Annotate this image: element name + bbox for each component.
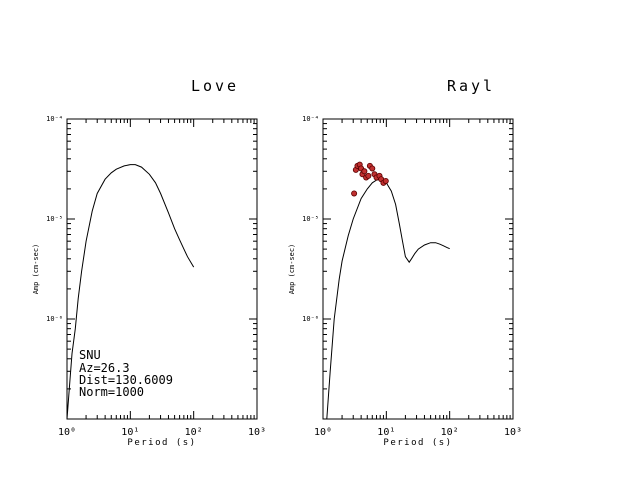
norm-label: Norm=1000	[79, 385, 144, 399]
x-tick-label: 10⁰	[58, 427, 76, 438]
observation-point	[365, 172, 372, 179]
love-amplitude-curve-group	[66, 164, 195, 420]
amplitude-curve	[326, 178, 450, 420]
x-tick-label: 10¹	[377, 427, 395, 438]
love-panel: Love 10⁰ 10¹ 10² 10³ 10⁻⁴ 10⁻⁵ 10⁻⁶ Period (s) A…	[32, 77, 266, 448]
amplitude-curve	[66, 164, 195, 420]
station-code-label: SNU	[79, 348, 101, 362]
love-axes: 10⁰ 10¹ 10² 10³ 10⁻⁴ 10⁻⁵ 10⁻⁶ Period (s) Amp (c…	[32, 115, 266, 448]
x-axis-label: Period (s)	[127, 438, 196, 448]
y-tick-label: 10⁻⁴	[46, 115, 63, 123]
rayl-panel-title: Rayl	[447, 77, 495, 95]
plot-frame	[66, 118, 258, 420]
rayl-observation-points	[351, 161, 389, 197]
y-tick-label: 10⁻⁴	[302, 115, 319, 123]
y-axis-label: Amp (cm-sec)	[288, 244, 296, 295]
observation-point	[369, 165, 376, 172]
y-tick-label: 10⁻⁶	[46, 315, 63, 323]
x-tick-label: 10¹	[121, 427, 139, 438]
rayl-amplitude-curve-group	[326, 178, 450, 420]
love-station-annotations: SNU Az=26.3 Dist=130.6009 Norm=1000	[79, 348, 173, 399]
observation-point	[351, 190, 358, 197]
rayl-panel: Rayl 10⁰ 10¹ 10² 10³ 10⁻⁴ 10⁻⁵ 10⁻⁶ Period (s) A…	[288, 77, 522, 448]
observation-point	[382, 177, 389, 184]
observation-point	[361, 168, 368, 175]
y-tick-label: 10⁻⁵	[302, 215, 319, 223]
x-axis-label: Period (s)	[383, 438, 452, 448]
x-tick-label: 10²	[185, 427, 203, 438]
distance-label: Dist=130.6009	[79, 373, 173, 387]
x-tick-label: 10³	[504, 427, 522, 438]
y-axis-label: Amp (cm-sec)	[32, 244, 40, 295]
rayl-axes: 10⁰ 10¹ 10² 10³ 10⁻⁴ 10⁻⁵ 10⁻⁶ Period (s) Amp (c…	[288, 115, 522, 448]
azimuth-label: Az=26.3	[79, 361, 130, 375]
x-tick-label: 10⁰	[314, 427, 332, 438]
y-tick-label: 10⁻⁵	[46, 215, 63, 223]
x-tick-label: 10²	[441, 427, 459, 438]
y-tick-label: 10⁻⁶	[302, 315, 319, 323]
plot-frame	[322, 118, 514, 420]
x-tick-label: 10³	[248, 427, 266, 438]
love-panel-title: Love	[191, 77, 239, 95]
